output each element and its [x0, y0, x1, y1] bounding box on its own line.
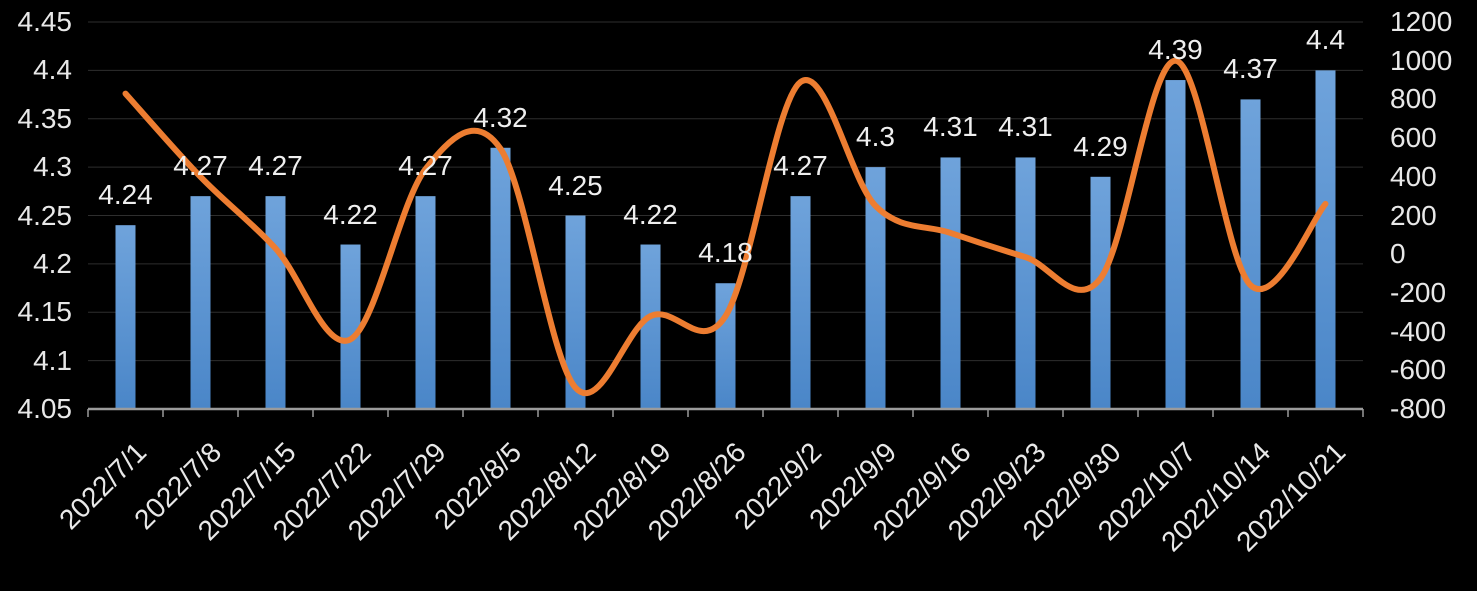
bar-data-label: 4.24 — [98, 179, 153, 211]
bar — [115, 225, 136, 409]
y-axis-left-tick-label: 4.45 — [17, 6, 73, 37]
bar-data-label: 4.27 — [773, 150, 828, 182]
y-axis-left-tick-label: 4.15 — [17, 296, 73, 328]
x-axis — [87, 407, 1364, 417]
bar-data-label: 4.3 — [856, 121, 895, 153]
y-axis-left-tick-label: 4.3 — [33, 151, 72, 183]
bar-data-label: 4.39 — [1148, 34, 1203, 66]
bar — [265, 196, 286, 409]
bar-data-label: 4.22 — [623, 198, 678, 230]
y-axis-left-tick-label: 4.05 — [17, 393, 73, 424]
bar — [190, 196, 211, 409]
y-axis-left-tick-label: 4.25 — [17, 199, 73, 231]
bar-data-label: 4.32 — [473, 101, 528, 133]
y-axis-right-tick-label: -800 — [1390, 393, 1447, 424]
y-axis-left-tick-label: 4.4 — [33, 54, 72, 86]
bar — [415, 196, 436, 409]
bar — [790, 196, 811, 409]
bar — [1240, 99, 1261, 410]
y-axis-left-tick-label: 4.35 — [17, 102, 73, 134]
bar — [865, 167, 886, 409]
gridlines — [88, 21, 1363, 362]
bar — [640, 244, 661, 409]
y-axis-right-tick-label: 600 — [1390, 122, 1437, 154]
bar — [490, 147, 511, 409]
y-axis-right-tick-label: 800 — [1390, 83, 1437, 115]
bar-data-label: 4.27 — [173, 150, 228, 182]
bar-data-label: 4.31 — [998, 111, 1053, 143]
bar-data-label: 4.25 — [548, 169, 603, 201]
bar-series — [115, 70, 1336, 410]
y-axis-right-tick-label: -600 — [1390, 354, 1447, 386]
bar — [340, 244, 361, 409]
bar — [1315, 70, 1336, 409]
bar — [1015, 157, 1036, 409]
y-axis-right-tick-label: 1000 — [1390, 44, 1453, 76]
bar — [565, 215, 586, 409]
bar — [1090, 176, 1111, 409]
bar-data-label: 4.37 — [1223, 53, 1278, 85]
bar-data-label: 4.4 — [1306, 24, 1345, 56]
y-axis-right-tick-label: 200 — [1390, 199, 1437, 231]
bar-data-label: 4.31 — [923, 111, 978, 143]
bar — [1165, 80, 1186, 410]
line-series — [122, 57, 1329, 397]
bar-data-label: 4.27 — [248, 150, 303, 182]
bar — [715, 283, 736, 409]
y-axis-right-tick-label: -200 — [1390, 276, 1447, 308]
line-series-path — [122, 57, 1329, 397]
y-axis-left-tick-label: 4.1 — [33, 344, 72, 376]
bar-data-label: 4.29 — [1073, 130, 1128, 162]
bar-data-label: 4.27 — [398, 150, 453, 182]
bar-data-label: 4.22 — [323, 198, 378, 230]
bar — [940, 157, 961, 409]
bar-data-label: 4.18 — [698, 237, 753, 269]
y-axis-right-tick-label: 400 — [1390, 160, 1437, 192]
y-axis-right-tick-label: -400 — [1390, 315, 1447, 347]
y-axis-left-tick-label: 4.2 — [33, 247, 72, 279]
y-axis-right-tick-label: 1200 — [1390, 6, 1453, 37]
y-axis-right-tick-label: 0 — [1390, 238, 1406, 270]
